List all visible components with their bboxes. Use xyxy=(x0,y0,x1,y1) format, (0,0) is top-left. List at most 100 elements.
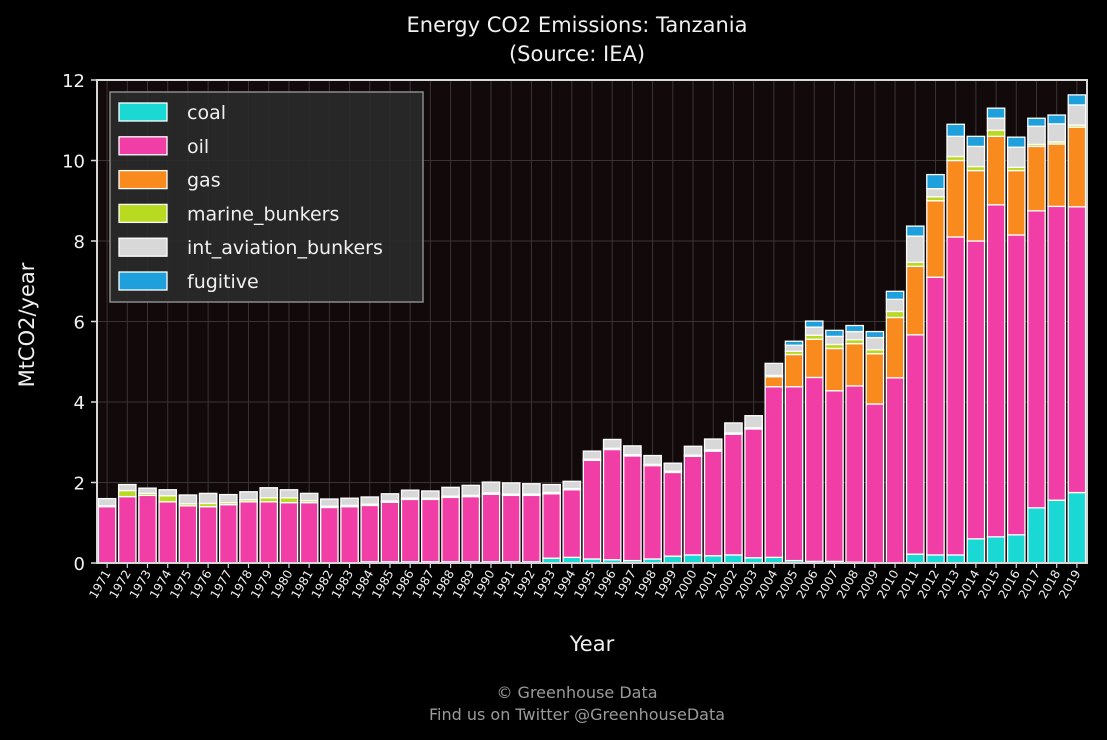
bar-gas-2008 xyxy=(845,342,864,387)
legend-label-marine_bunkers: marine_bunkers xyxy=(187,203,339,225)
bar-int_aviation_bunkers-2012 xyxy=(926,188,945,198)
legend-swatch-fugitive xyxy=(118,271,168,291)
bar-coal-2019 xyxy=(1067,491,1087,564)
bar-int_aviation_bunkers-2014 xyxy=(966,145,986,168)
bar-int_aviation_bunkers-1971 xyxy=(97,497,117,507)
bar-oil-2010 xyxy=(885,377,905,564)
bar-fugitive-2015 xyxy=(986,107,1006,119)
bar-coal-2002 xyxy=(724,554,743,564)
bar-oil-1990 xyxy=(481,493,501,563)
bar-oil-1984 xyxy=(360,504,380,563)
bar-oil-1972 xyxy=(117,495,137,564)
legend-label-oil: oil xyxy=(187,136,209,158)
bar-gas-2012 xyxy=(926,200,945,278)
bar-int_aviation_bunkers-2006 xyxy=(804,326,824,336)
bar-int_aviation_bunkers-2003 xyxy=(744,415,763,429)
bar-marine_bunkers-2015 xyxy=(986,129,1006,137)
bar-int_aviation_bunkers-2007 xyxy=(825,335,844,346)
bar-int_aviation_bunkers-1983 xyxy=(340,497,359,507)
bar-gas-2006 xyxy=(804,338,824,379)
bar-oil-1985 xyxy=(380,501,400,563)
bar-oil-1991 xyxy=(501,494,521,563)
bar-int_aviation_bunkers-1973 xyxy=(138,487,157,495)
bar-int_aviation_bunkers-1972 xyxy=(117,483,137,492)
bar-oil-1976 xyxy=(198,505,218,564)
footer-copyright: © Greenhouse Data xyxy=(496,683,657,702)
bar-int_aviation_bunkers-2013 xyxy=(946,135,966,158)
bar-int_aviation_bunkers-1986 xyxy=(400,489,420,499)
bar-oil-1998 xyxy=(643,464,662,560)
legend-label-gas: gas xyxy=(187,170,221,192)
bar-oil-2002 xyxy=(724,433,743,556)
y-tick-label: 4 xyxy=(74,393,85,414)
bar-oil-2019 xyxy=(1067,206,1087,494)
bar-int_aviation_bunkers-1995 xyxy=(582,450,602,460)
bar-oil-2009 xyxy=(865,403,885,564)
bar-oil-2015 xyxy=(986,204,1006,538)
legend: coal oil gas marine_bunkers int_aviation_bun… xyxy=(109,91,424,303)
bar-coal-2012 xyxy=(926,554,945,564)
bar-int_aviation_bunkers-2000 xyxy=(683,445,703,456)
legend-label-fugitive: fugitive xyxy=(187,271,259,293)
bar-gas-2007 xyxy=(825,347,844,392)
y-tick-label: 12 xyxy=(62,71,85,92)
bar-marine_bunkers-1972 xyxy=(117,489,137,498)
bar-coal-2000 xyxy=(683,554,703,564)
chart-subtitle: (Source: IEA) xyxy=(509,42,645,66)
bar-gas-2005 xyxy=(784,353,804,388)
legend-swatch-gas xyxy=(118,169,168,190)
y-tick-label: 6 xyxy=(74,313,85,334)
bar-oil-2004 xyxy=(764,386,784,559)
legend-swatch-int_aviation_bunkers xyxy=(118,237,168,257)
x-axis-ticks: 1971197219731974197519761977197819791980… xyxy=(86,563,1083,601)
bar-oil-1980 xyxy=(279,501,299,564)
bar-oil-1986 xyxy=(400,498,420,563)
bar-oil-2003 xyxy=(744,428,763,559)
bar-gas-2010 xyxy=(885,316,905,379)
bar-fugitive-2007 xyxy=(825,329,844,338)
bar-oil-2005 xyxy=(784,386,804,562)
bar-fugitive-2011 xyxy=(905,225,925,237)
bar-int_aviation_bunkers-1982 xyxy=(320,498,339,507)
bar-coal-2016 xyxy=(1006,534,1026,564)
bar-coal-2011 xyxy=(905,553,925,564)
bar-int_aviation_bunkers-1996 xyxy=(602,438,622,449)
bar-coal-2013 xyxy=(946,554,966,564)
plot-border xyxy=(96,79,1088,564)
bar-int_aviation_bunkers-1992 xyxy=(522,483,541,495)
bar-oil-1999 xyxy=(663,471,683,557)
bar-int_aviation_bunkers-1985 xyxy=(380,493,400,502)
bar-oil-1992 xyxy=(522,494,541,563)
bar-int_aviation_bunkers-2002 xyxy=(724,422,743,434)
bar-fugitive-2016 xyxy=(1006,136,1026,148)
bar-int_aviation_bunkers-1998 xyxy=(643,454,662,466)
legend-swatch-marine_bunkers xyxy=(118,203,168,224)
bar-int_aviation_bunkers-2005 xyxy=(784,344,804,352)
legend-label-coal: coal xyxy=(187,102,226,124)
bar-fugitive-2013 xyxy=(946,123,966,138)
bar-int_aviation_bunkers-1974 xyxy=(158,489,178,497)
bar-fugitive-2012 xyxy=(926,173,945,190)
bar-oil-1971 xyxy=(97,505,117,564)
chart-title: Energy CO2 Emissions: Tanzania xyxy=(407,13,748,37)
bar-gas-2011 xyxy=(905,265,925,336)
legend-swatch-oil xyxy=(118,136,168,156)
bar-int_aviation_bunkers-1977 xyxy=(218,493,238,504)
x-tick-label: 2019 xyxy=(1056,568,1083,601)
footer-twitter: Find us on Twitter @GreenhouseData xyxy=(429,705,725,724)
bar-marine_bunkers-1980 xyxy=(279,497,299,504)
bar-oil-1982 xyxy=(320,506,339,564)
bar-oil-1996 xyxy=(602,448,622,561)
bar-oil-1983 xyxy=(340,505,359,564)
bar-coal-2014 xyxy=(966,538,986,564)
bar-coal-2018 xyxy=(1047,499,1067,564)
bar-gas-2018 xyxy=(1047,143,1067,208)
bar-oil-2011 xyxy=(905,334,925,555)
bar-coal-2017 xyxy=(1027,507,1046,564)
bar-int_aviation_bunkers-2016 xyxy=(1006,146,1026,168)
bar-oil-1988 xyxy=(441,496,460,563)
bar-oil-1987 xyxy=(421,498,440,563)
bar-oil-2013 xyxy=(946,236,966,556)
bar-fugitive-2018 xyxy=(1047,114,1067,125)
bar-gas-2013 xyxy=(946,159,966,238)
